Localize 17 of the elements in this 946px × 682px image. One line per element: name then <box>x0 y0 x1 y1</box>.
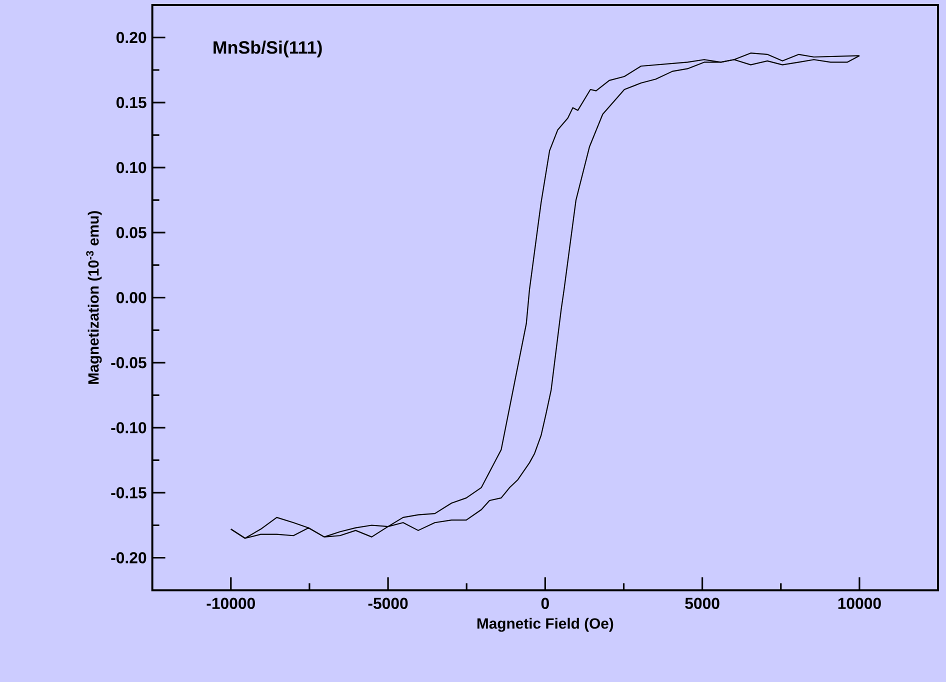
y-tick-label: 0.05 <box>116 226 146 238</box>
annotation: MnSb/Si(111) <box>214 40 322 58</box>
x-tick-label: 5000 <box>685 598 720 610</box>
x-axis-title: Magnetic Field (Oe) <box>477 618 614 632</box>
y-tick-label: 0.20 <box>116 32 146 44</box>
x-tick-label: -10000 <box>206 598 255 610</box>
y-tick-label: -0.10 <box>111 422 146 434</box>
y-tick-label: -0.05 <box>111 357 146 368</box>
y-tick-label: -0.20 <box>111 552 146 564</box>
y-tick-label: 0.10 <box>116 162 146 174</box>
y-tick-label: 0.00 <box>116 292 146 304</box>
y-tick-label: 0.15 <box>116 96 146 108</box>
x-tick-label: 0 <box>541 598 549 610</box>
x-tick-label: -5000 <box>368 598 408 610</box>
y-axis-title: Magnetization (10$^{-3}$ emu) <box>86 211 102 384</box>
y-tick-label: -0.15 <box>111 487 146 498</box>
x-tick-label: 10000 <box>838 598 881 610</box>
